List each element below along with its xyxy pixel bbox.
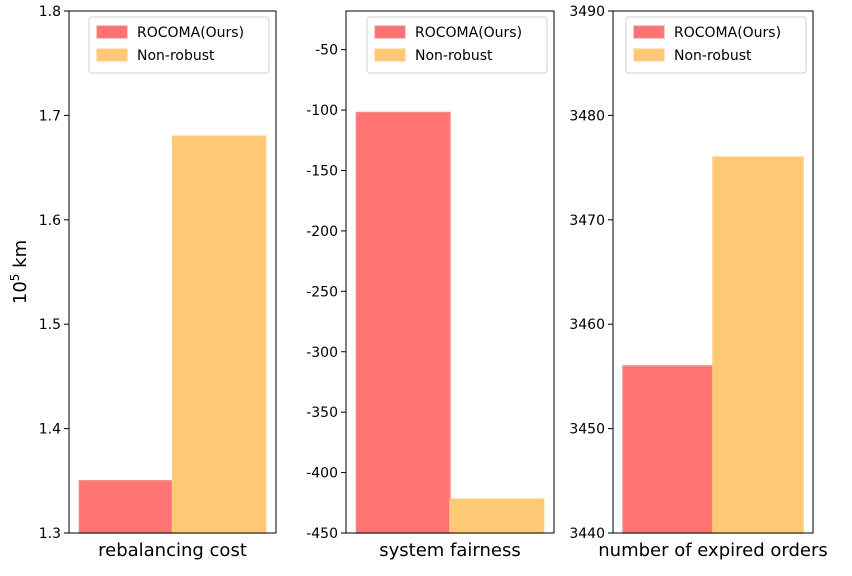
bar-rocoma <box>78 480 174 534</box>
y-tick-label: -450 <box>306 526 338 542</box>
bar-nonrobust <box>712 156 804 534</box>
legend-swatch-nonrobust <box>96 48 128 62</box>
y-tick-label: -300 <box>306 345 338 361</box>
legend-swatch-rocoma <box>374 25 406 39</box>
legend-label: ROCOMA(Ours) <box>137 25 244 41</box>
y-tick-label: 3440 <box>569 526 605 542</box>
chart-panel-1: 1.3 1.4 1.5 1.6 1.7 1.8 rebalancing cost ROCOMA… <box>39 4 277 561</box>
y-tick-label: -350 <box>306 405 338 421</box>
y-tick-label: 3470 <box>569 213 605 229</box>
y-tick-label: -100 <box>306 103 338 119</box>
y-axis-label: 105 km <box>8 240 31 304</box>
bar-nonrobust <box>171 135 267 534</box>
y-tick-label: 3480 <box>569 108 605 124</box>
y-tick-label: 1.7 <box>39 108 61 124</box>
y-tick-label: -250 <box>306 284 338 300</box>
axes-frame <box>345 10 555 534</box>
y-tick-label: -400 <box>306 466 338 482</box>
y-tick-label: 3490 <box>569 4 605 20</box>
legend-label: ROCOMA(Ours) <box>415 25 522 41</box>
y-tick-label: -150 <box>306 164 338 180</box>
bar-nonrobust <box>449 498 545 534</box>
y-tick-label: 1.4 <box>39 422 61 438</box>
legend-swatch-nonrobust <box>374 48 406 62</box>
y-tick-label: 1.5 <box>39 317 61 333</box>
chart-panel-3: 3440 3450 3460 3470 3480 3490 number of expire… <box>569 4 827 561</box>
legend-label: Non-robust <box>674 48 752 64</box>
legend: ROCOMA(Ours) Non-robust <box>625 16 807 74</box>
legend-swatch-rocoma <box>96 25 128 39</box>
y-tick-label: 1.3 <box>39 526 61 542</box>
legend-box <box>366 16 548 74</box>
legend-label: Non-robust <box>137 48 215 64</box>
axes-frame <box>612 10 814 534</box>
axes-frame <box>68 10 277 534</box>
legend: ROCOMA(Ours) Non-robust <box>88 16 270 74</box>
legend-swatch-rocoma <box>633 25 665 39</box>
legend-label: ROCOMA(Ours) <box>674 25 781 41</box>
y-tick-label: 3460 <box>569 317 605 333</box>
legend-label: Non-robust <box>415 48 493 64</box>
chart-panel-2: -450 -400 -350 -300 -250 -200 -150 -100 -50 syste… <box>306 10 555 561</box>
y-tick-label: 1.6 <box>39 213 61 229</box>
legend-box <box>625 16 807 74</box>
x-axis-label: number of expired orders <box>598 540 827 561</box>
y-tick-label: 1.8 <box>39 4 61 20</box>
legend-swatch-nonrobust <box>633 48 665 62</box>
legend: ROCOMA(Ours) Non-robust <box>366 16 548 74</box>
y-tick-label: -50 <box>315 43 338 59</box>
bar-rocoma <box>622 365 714 534</box>
y-tick-label: 3450 <box>569 422 605 438</box>
bar-rocoma <box>355 111 451 534</box>
legend-box <box>88 16 270 74</box>
x-axis-label: system fairness <box>379 540 521 561</box>
y-tick-label: -200 <box>306 224 338 240</box>
x-axis-label: rebalancing cost <box>98 540 247 561</box>
